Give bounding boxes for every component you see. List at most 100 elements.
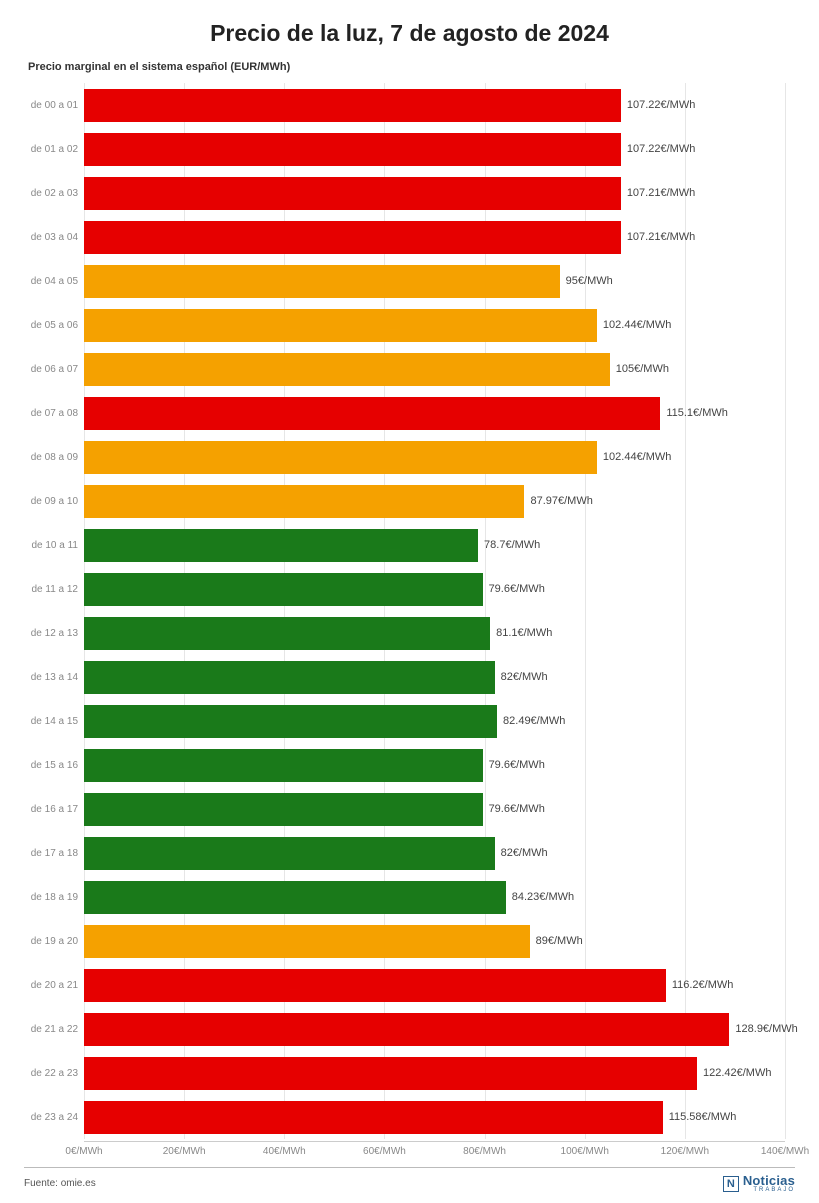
logo-main-text: Noticias	[743, 1174, 795, 1187]
x-tick-label: 120€/MWh	[661, 1146, 709, 1157]
bar: 82.49€/MWh	[84, 705, 497, 738]
x-tick-label: 100€/MWh	[561, 1146, 609, 1157]
bar-value-label: 102.44€/MWh	[603, 451, 671, 463]
bar: 95€/MWh	[84, 265, 560, 298]
y-tick-label: de 03 a 04	[24, 232, 78, 243]
bar-value-label: 81.1€/MWh	[496, 627, 552, 639]
bar-value-label: 82€/MWh	[501, 671, 548, 683]
bar-row: de 00 a 01107.22€/MWh	[84, 83, 785, 127]
bar: 82€/MWh	[84, 837, 495, 870]
y-tick-label: de 20 a 21	[24, 980, 78, 991]
bar: 128.9€/MWh	[84, 1013, 729, 1046]
bar-row: de 12 a 1381.1€/MWh	[84, 611, 785, 655]
bar-row: de 06 a 07105€/MWh	[84, 347, 785, 391]
bar-value-label: 84.23€/MWh	[512, 891, 574, 903]
logo-sub-text: TRABAJO	[743, 1187, 795, 1193]
bar: 122.42€/MWh	[84, 1057, 697, 1090]
y-tick-label: de 14 a 15	[24, 716, 78, 727]
y-tick-label: de 18 a 19	[24, 892, 78, 903]
x-tick-label: 140€/MWh	[761, 1146, 809, 1157]
bar-value-label: 82€/MWh	[501, 847, 548, 859]
bar: 79.6€/MWh	[84, 749, 483, 782]
bar: 115.1€/MWh	[84, 397, 660, 430]
gridline	[785, 83, 786, 1139]
bar-row: de 10 a 1178.7€/MWh	[84, 523, 785, 567]
x-tick-label: 0€/MWh	[65, 1146, 102, 1157]
bar: 116.2€/MWh	[84, 969, 666, 1002]
bar-value-label: 115.1€/MWh	[666, 407, 728, 419]
bar: 84.23€/MWh	[84, 881, 506, 914]
y-tick-label: de 00 a 01	[24, 100, 78, 111]
bar-row: de 04 a 0595€/MWh	[84, 259, 785, 303]
y-tick-label: de 17 a 18	[24, 848, 78, 859]
bar: 79.6€/MWh	[84, 793, 483, 826]
chart-subtitle: Precio marginal en el sistema español (E…	[28, 61, 795, 73]
x-axis: 0€/MWh20€/MWh40€/MWh60€/MWh80€/MWh100€/M…	[84, 1141, 785, 1161]
bar-row: de 05 a 06102.44€/MWh	[84, 303, 785, 347]
bar: 89€/MWh	[84, 925, 530, 958]
y-tick-label: de 09 a 10	[24, 496, 78, 507]
plot-area: de 00 a 01107.22€/MWhde 01 a 02107.22€/M…	[84, 83, 785, 1139]
bar-row: de 13 a 1482€/MWh	[84, 655, 785, 699]
y-tick-label: de 02 a 03	[24, 188, 78, 199]
chart-container: Precio de la luz, 7 de agosto de 2024 Pr…	[0, 0, 819, 1203]
bar-row: de 14 a 1582.49€/MWh	[84, 699, 785, 743]
bar: 79.6€/MWh	[84, 573, 483, 606]
bar: 107.22€/MWh	[84, 133, 621, 166]
bar-value-label: 107.22€/MWh	[627, 143, 695, 155]
bar-value-label: 79.6€/MWh	[489, 583, 545, 595]
y-tick-label: de 15 a 16	[24, 760, 78, 771]
x-tick-label: 20€/MWh	[163, 1146, 206, 1157]
bar-value-label: 87.97€/MWh	[530, 495, 592, 507]
y-tick-label: de 22 a 23	[24, 1068, 78, 1079]
bar-row: de 21 a 22128.9€/MWh	[84, 1007, 785, 1051]
bar-row: de 03 a 04107.21€/MWh	[84, 215, 785, 259]
bar-row: de 08 a 09102.44€/MWh	[84, 435, 785, 479]
logo-mark-icon: N	[723, 1176, 739, 1192]
bar: 102.44€/MWh	[84, 309, 597, 342]
bar: 102.44€/MWh	[84, 441, 597, 474]
bar-row: de 11 a 1279.6€/MWh	[84, 567, 785, 611]
y-tick-label: de 05 a 06	[24, 320, 78, 331]
y-tick-label: de 01 a 02	[24, 144, 78, 155]
bar-value-label: 107.21€/MWh	[627, 231, 695, 243]
bar-row: de 09 a 1087.97€/MWh	[84, 479, 785, 523]
chart-title: Precio de la luz, 7 de agosto de 2024	[24, 20, 795, 47]
bar-row: de 20 a 21116.2€/MWh	[84, 963, 785, 1007]
bar: 107.22€/MWh	[84, 89, 621, 122]
bar: 78.7€/MWh	[84, 529, 478, 562]
x-tick-label: 40€/MWh	[263, 1146, 306, 1157]
y-tick-label: de 08 a 09	[24, 452, 78, 463]
bar-row: de 22 a 23122.42€/MWh	[84, 1051, 785, 1095]
bar-row: de 16 a 1779.6€/MWh	[84, 787, 785, 831]
bar: 107.21€/MWh	[84, 177, 621, 210]
chart-area: de 00 a 01107.22€/MWhde 01 a 02107.22€/M…	[24, 83, 795, 1161]
x-tick-label: 80€/MWh	[463, 1146, 506, 1157]
bar-value-label: 122.42€/MWh	[703, 1067, 771, 1079]
bar-value-label: 105€/MWh	[616, 363, 669, 375]
bar-value-label: 116.2€/MWh	[672, 979, 734, 991]
source-label: Fuente: omie.es	[24, 1178, 96, 1189]
bar-row: de 15 a 1679.6€/MWh	[84, 743, 785, 787]
bar: 87.97€/MWh	[84, 485, 524, 518]
footer: Fuente: omie.es N Noticias TRABAJO	[24, 1167, 795, 1193]
bar: 107.21€/MWh	[84, 221, 621, 254]
bar-value-label: 107.21€/MWh	[627, 187, 695, 199]
bar-value-label: 115.58€/MWh	[669, 1111, 737, 1123]
bar: 82€/MWh	[84, 661, 495, 694]
y-tick-label: de 19 a 20	[24, 936, 78, 947]
bar-value-label: 102.44€/MWh	[603, 319, 671, 331]
bar-row: de 02 a 03107.21€/MWh	[84, 171, 785, 215]
logo-text: Noticias TRABAJO	[743, 1174, 795, 1193]
y-tick-label: de 21 a 22	[24, 1024, 78, 1035]
bar-row: de 07 a 08115.1€/MWh	[84, 391, 785, 435]
bar-value-label: 82.49€/MWh	[503, 715, 565, 727]
bar-value-label: 95€/MWh	[566, 275, 613, 287]
y-tick-label: de 12 a 13	[24, 628, 78, 639]
y-tick-label: de 10 a 11	[24, 540, 78, 551]
bar: 115.58€/MWh	[84, 1101, 663, 1134]
x-tick-label: 60€/MWh	[363, 1146, 406, 1157]
bar: 81.1€/MWh	[84, 617, 490, 650]
bar-row: de 01 a 02107.22€/MWh	[84, 127, 785, 171]
bar-row: de 18 a 1984.23€/MWh	[84, 875, 785, 919]
